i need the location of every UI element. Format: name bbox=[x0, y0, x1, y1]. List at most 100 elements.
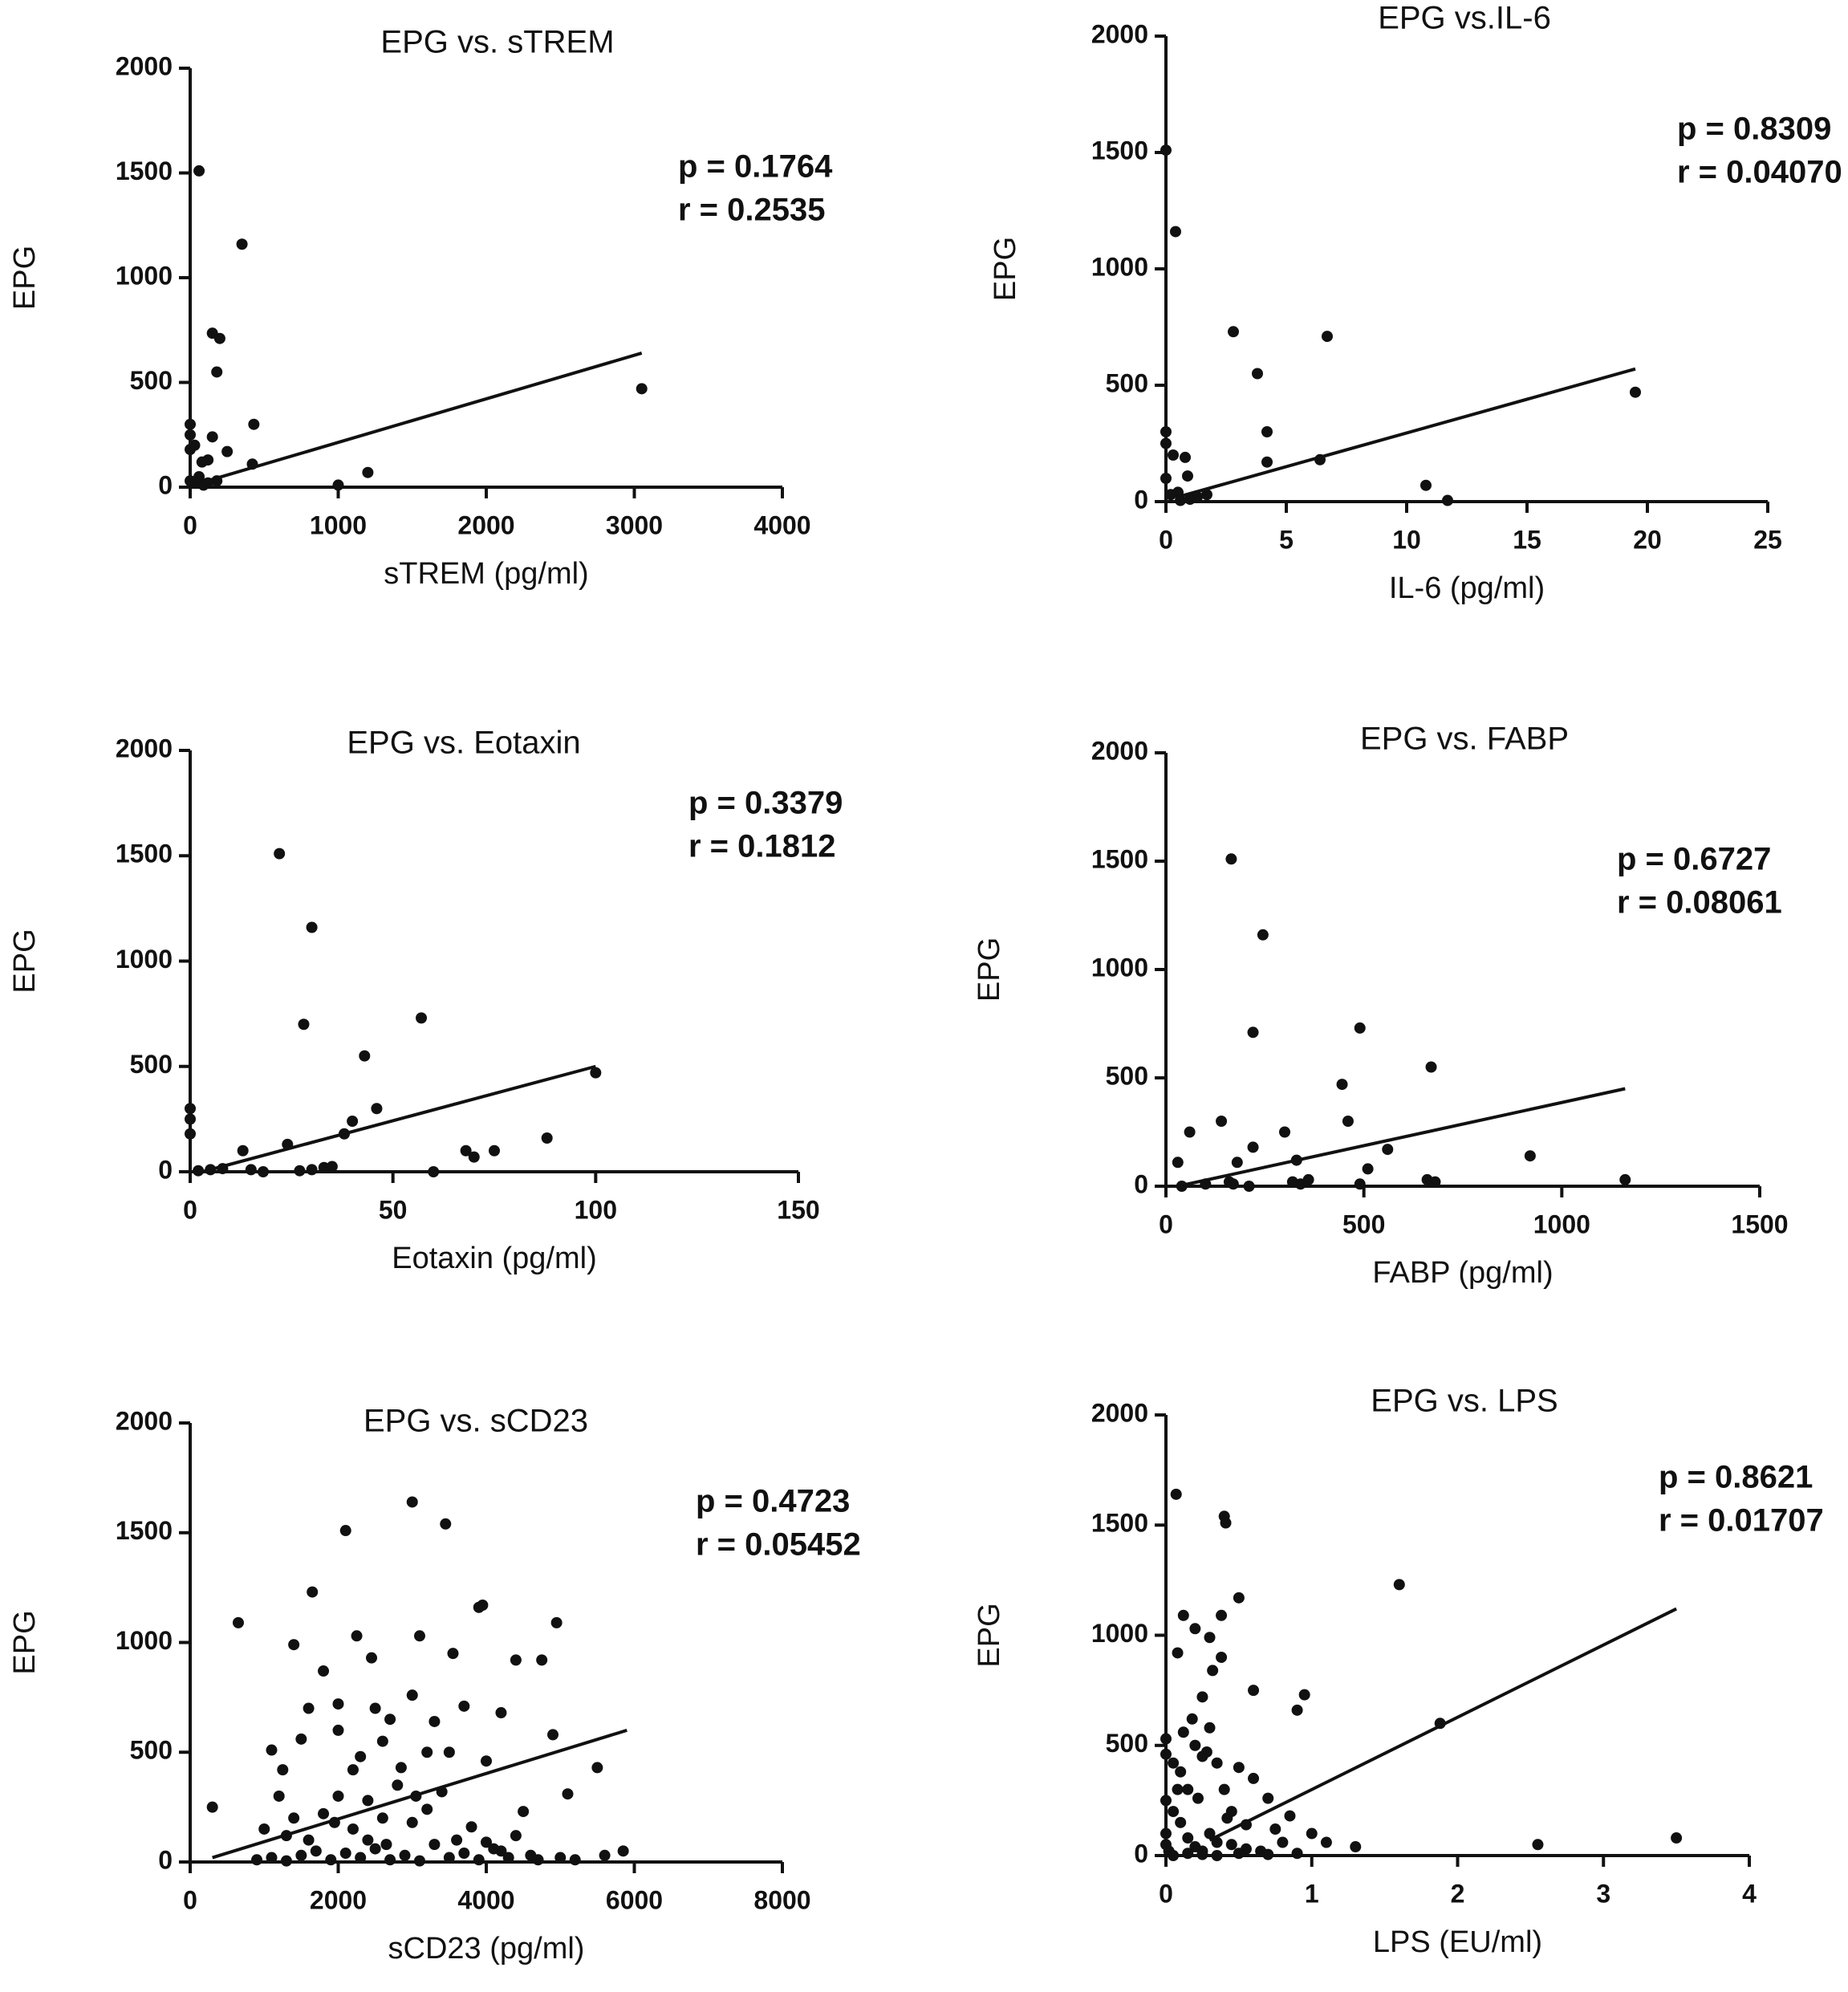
x-tick-label: 10 bbox=[1392, 525, 1421, 554]
data-point bbox=[384, 1854, 396, 1866]
y-tick-label: 2000 bbox=[116, 51, 173, 80]
data-point bbox=[1160, 473, 1172, 484]
data-point bbox=[562, 1788, 574, 1800]
data-point bbox=[436, 1786, 448, 1798]
data-point bbox=[1160, 426, 1172, 437]
data-point bbox=[196, 456, 208, 468]
data-point bbox=[326, 1161, 338, 1173]
y-tick-label: 500 bbox=[130, 1050, 173, 1079]
x-axis-label: FABP (pg/ml) bbox=[1372, 1256, 1553, 1290]
data-point bbox=[1160, 1827, 1172, 1840]
data-point bbox=[416, 1012, 428, 1024]
data-point bbox=[1172, 1783, 1184, 1795]
data-point bbox=[332, 1698, 344, 1710]
data-point bbox=[510, 1830, 522, 1842]
y-axis-label: EPG bbox=[973, 1603, 1006, 1667]
data-point bbox=[1168, 1806, 1180, 1818]
data-point bbox=[550, 1616, 563, 1628]
x-tick-label: 0 bbox=[183, 510, 197, 539]
data-point bbox=[1362, 1163, 1374, 1175]
data-point bbox=[1243, 1181, 1255, 1192]
x-tick-label: 100 bbox=[575, 1195, 617, 1224]
data-point bbox=[277, 1764, 289, 1776]
data-point bbox=[1184, 1126, 1196, 1138]
data-point bbox=[569, 1854, 581, 1866]
data-point bbox=[428, 1166, 440, 1177]
data-point bbox=[1257, 929, 1269, 941]
data-point bbox=[185, 418, 196, 430]
data-point bbox=[1350, 1841, 1362, 1853]
data-point bbox=[1298, 1689, 1310, 1701]
regression-line bbox=[1177, 1087, 1626, 1188]
data-point bbox=[325, 1854, 337, 1866]
data-point bbox=[1261, 456, 1273, 468]
data-point bbox=[1200, 1178, 1212, 1190]
data-point bbox=[410, 1790, 422, 1802]
data-point bbox=[1248, 1685, 1260, 1697]
data-point bbox=[280, 1830, 292, 1842]
p-value-label: p = 0.3379 bbox=[688, 786, 843, 821]
data-point bbox=[1262, 1848, 1274, 1860]
p-value-label: p = 0.4723 bbox=[696, 1484, 850, 1519]
data-point bbox=[1172, 1647, 1184, 1659]
data-point bbox=[1228, 326, 1239, 338]
data-point bbox=[1216, 1116, 1228, 1127]
x-tick-label: 0 bbox=[183, 1885, 197, 1914]
data-point bbox=[376, 1812, 388, 1824]
data-point bbox=[307, 1586, 319, 1598]
data-point bbox=[185, 429, 196, 441]
data-point bbox=[1189, 1739, 1201, 1751]
x-tick-label: 4000 bbox=[753, 510, 810, 539]
data-point bbox=[468, 1151, 480, 1163]
data-point bbox=[1262, 1792, 1274, 1804]
data-point bbox=[376, 1735, 388, 1747]
r-value-label: r = 0.08061 bbox=[1617, 885, 1782, 921]
x-tick-label: 4 bbox=[1742, 1879, 1757, 1908]
data-point bbox=[213, 332, 225, 344]
data-point bbox=[318, 1807, 330, 1819]
data-point bbox=[1168, 449, 1179, 461]
data-point bbox=[211, 475, 223, 487]
y-tick-label: 1000 bbox=[116, 1626, 173, 1655]
data-point bbox=[1342, 1116, 1354, 1127]
data-point bbox=[1196, 1848, 1208, 1860]
data-point bbox=[310, 1845, 322, 1857]
data-point bbox=[1220, 1517, 1232, 1529]
data-point bbox=[303, 1702, 315, 1714]
y-tick-label: 2000 bbox=[1091, 736, 1148, 765]
y-tick-label: 1000 bbox=[1091, 252, 1148, 281]
data-point bbox=[217, 1163, 229, 1175]
y-tick-label: 0 bbox=[1134, 1169, 1148, 1198]
data-point bbox=[193, 1165, 205, 1177]
data-point bbox=[288, 1812, 300, 1824]
data-point bbox=[1218, 1783, 1230, 1795]
data-point bbox=[332, 1790, 344, 1802]
chart-panel-1: EPG vs. sTREM 0 500 1000 1500 2000 0 1000 2000 30… bbox=[8, 25, 833, 591]
x-tick-label: 4000 bbox=[457, 1885, 514, 1914]
data-point bbox=[1192, 491, 1203, 503]
data-point bbox=[541, 1132, 553, 1144]
data-point bbox=[384, 1714, 396, 1726]
x-axis-label: sTREM (pg/ml) bbox=[384, 557, 588, 591]
data-point bbox=[1221, 1812, 1233, 1824]
data-point bbox=[406, 1689, 418, 1701]
data-point bbox=[473, 1854, 485, 1866]
x-tick-label: 25 bbox=[1753, 525, 1782, 554]
data-point bbox=[205, 1164, 217, 1176]
data-point bbox=[185, 1103, 196, 1115]
data-point bbox=[406, 1496, 418, 1508]
data-point bbox=[536, 1654, 548, 1666]
data-point bbox=[1177, 1609, 1189, 1621]
p-value-label: p = 0.6727 bbox=[1617, 842, 1771, 877]
y-tick-label: 2000 bbox=[116, 734, 173, 762]
data-point bbox=[1160, 1733, 1172, 1745]
data-point bbox=[1336, 1079, 1348, 1091]
data-point bbox=[1204, 1632, 1216, 1644]
y-tick-label: 1000 bbox=[1091, 953, 1148, 982]
data-point bbox=[332, 1724, 344, 1736]
data-point bbox=[451, 1834, 463, 1846]
data-point bbox=[185, 1113, 196, 1125]
x-tick-label: 2 bbox=[1451, 1879, 1465, 1908]
data-point bbox=[1233, 1592, 1245, 1604]
